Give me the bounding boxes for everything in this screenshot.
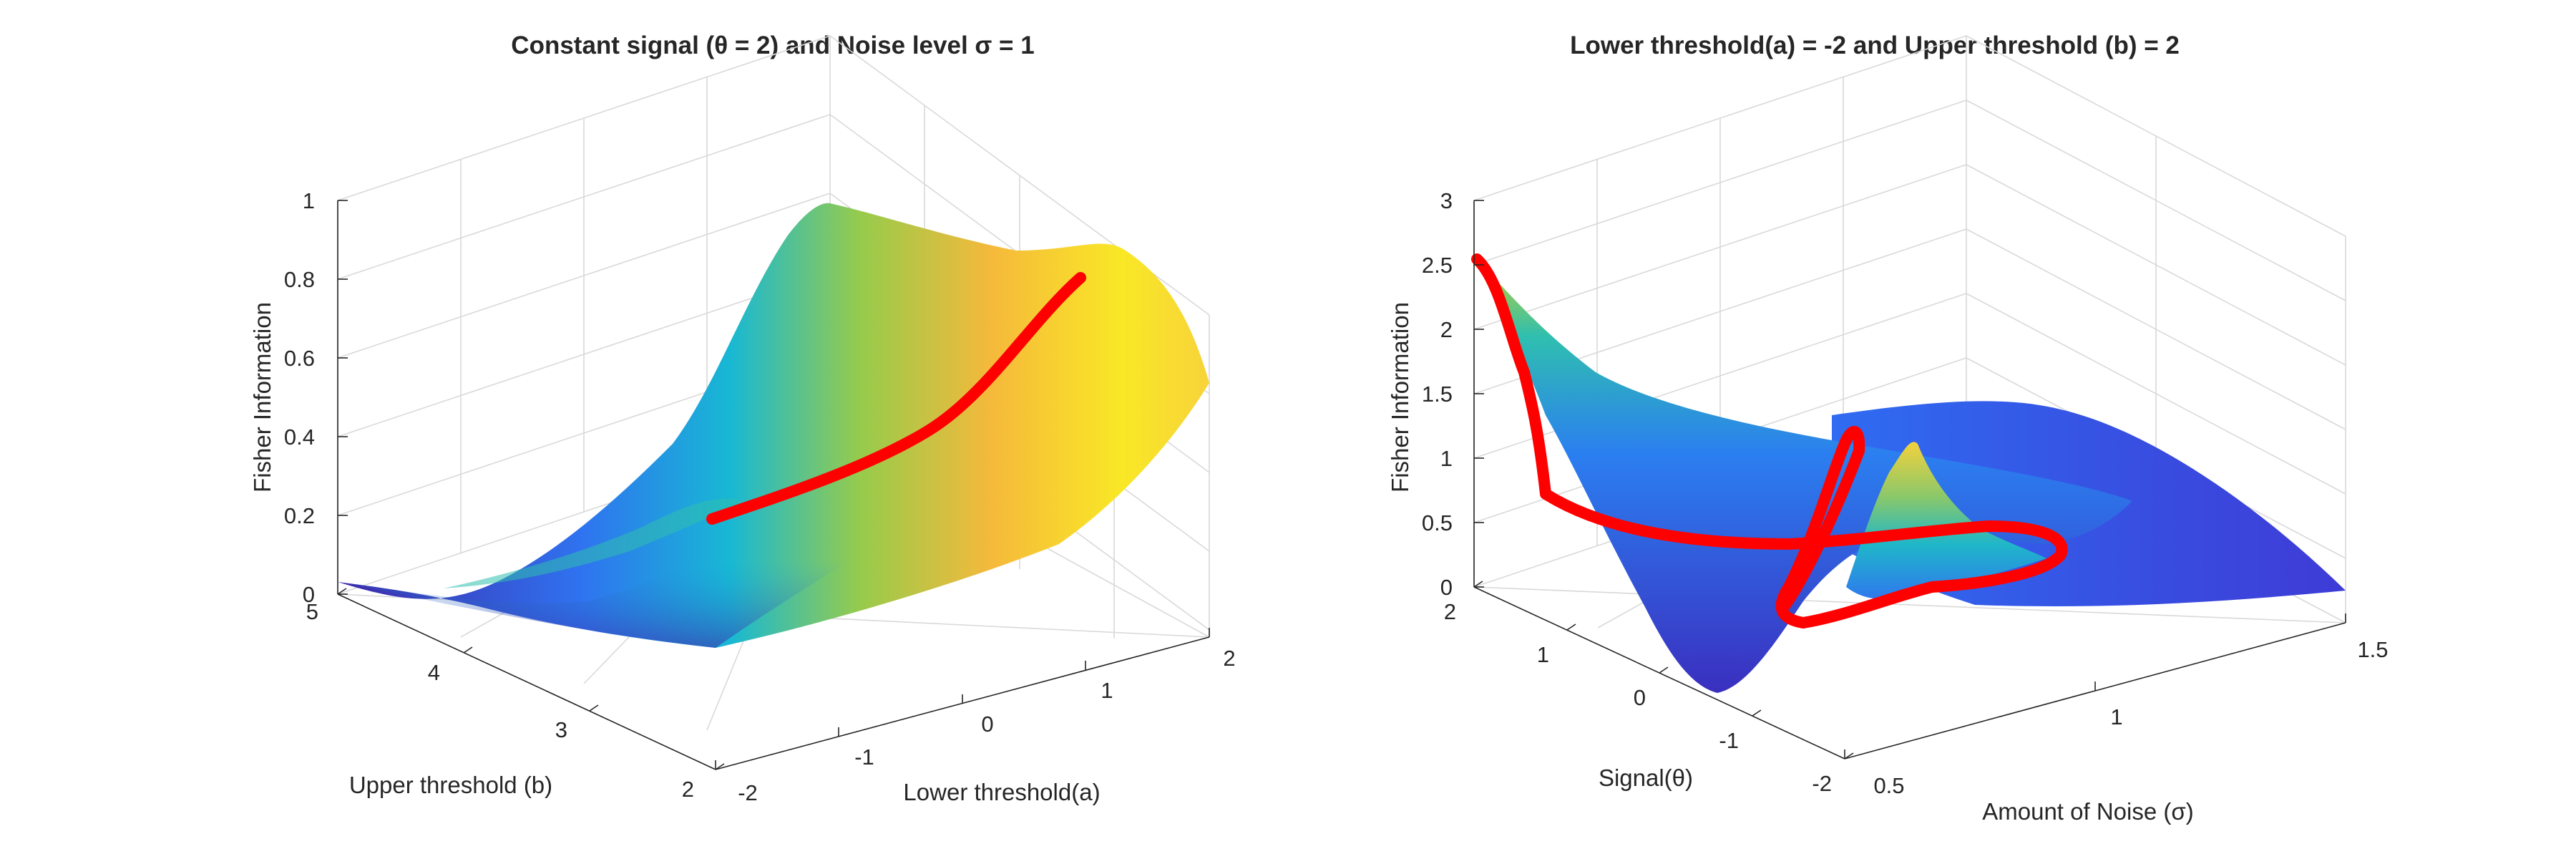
right-z-tick: 1 [1440,446,1453,471]
right-sigma-tick: 1.5 [2357,637,2388,662]
right-theta-tick: 0 [1634,685,1646,710]
right-axes [1473,200,2346,759]
left-b-tick: 3 [555,717,567,742]
left-z-tick: 0.6 [284,346,315,371]
right-z-tick: 2 [1440,317,1453,342]
left-b-tick: 4 [428,660,440,685]
left-red-curve [706,272,1086,525]
left-z-tick: 0 [303,582,315,607]
right-theta-tick: -1 [1719,728,1739,753]
right-z-tick: 2.5 [1422,253,1453,278]
right-ylabel: Signal(θ) [1599,765,1693,791]
right-xlabel: Amount of Noise (σ) [1982,798,2193,825]
left-a-tick: -2 [738,780,758,805]
left-z-tick: 1 [303,188,315,213]
left-axes [337,200,1210,770]
left-z-tick: 0.2 [284,503,315,528]
left-a-tick: 0 [981,712,993,737]
left-surface [338,203,1209,648]
right-sigma-tick: 1 [2110,704,2122,729]
right-sigma-tick: 0.5 [1873,773,1904,798]
left-panel: Constant signal (θ = 2) and Noise level … [249,31,1236,805]
left-xlabel: Lower threshold(a) [903,779,1100,805]
right-title: Lower threshold(a) = -2 and Upper thresh… [1570,31,2180,59]
left-a-tick: -1 [854,744,874,770]
right-z-tick: 0.5 [1422,510,1453,535]
right-theta-tick: -2 [1812,771,1832,796]
left-z-tick: 0.4 [284,424,315,450]
right-z-tick: 1.5 [1422,382,1453,407]
left-ylabel: Upper threshold (b) [349,772,552,798]
left-b-tick: 5 [306,599,318,624]
left-a-tick: 1 [1101,678,1113,703]
left-a-tick: 2 [1223,646,1235,671]
right-zlabel: Fisher Information [1387,302,1413,492]
right-ticklabels: 0 0.5 1 1.5 2 2.5 3 2 1 0 -1 -2 0.5 1 1.… [1422,188,2389,798]
left-z-tick: 0.8 [284,267,315,292]
left-zlabel: Fisher Information [249,302,275,492]
right-panel: Lower threshold(a) = -2 and Upper thresh… [1387,31,2389,825]
right-red-curve [1471,253,2068,629]
right-z-tick: 3 [1440,188,1453,213]
right-surface [1475,258,2346,693]
left-b-tick: 2 [682,777,694,802]
left-ticklabels: 0 0.2 0.4 0.6 0.8 1 5 4 3 2 -2 -1 0 1 2 [284,188,1236,805]
right-theta-tick: 1 [1537,642,1549,667]
right-z-tick: 0 [1440,575,1453,600]
right-theta-tick: 2 [1444,599,1456,624]
